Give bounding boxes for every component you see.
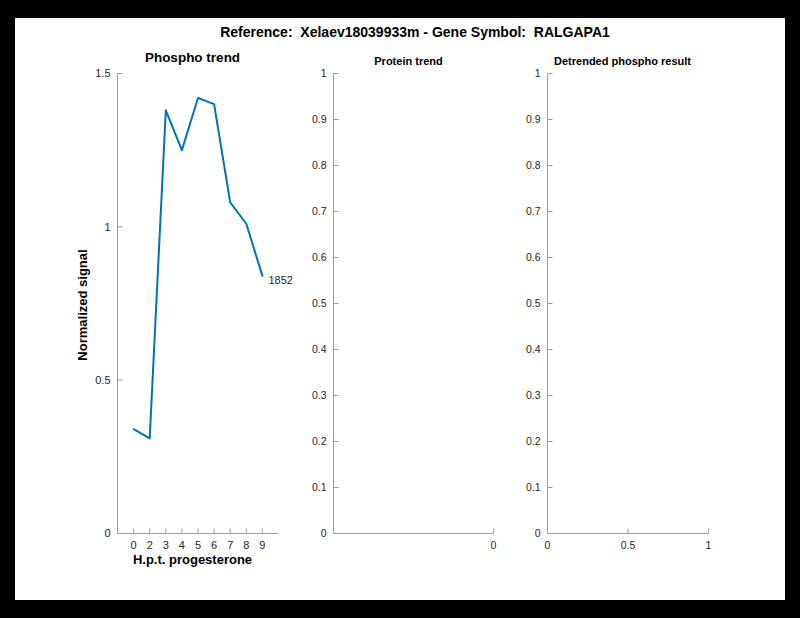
y-axis-tick-label: 0.2 bbox=[526, 435, 541, 447]
x-axis-tick-label: 7 bbox=[227, 539, 233, 551]
y-axis-tick-label: 0 bbox=[104, 527, 110, 539]
x-axis-tick-label: 6 bbox=[211, 539, 217, 551]
y-axis-tick-label: 0.9 bbox=[312, 113, 327, 125]
y-axis-tick-label: 0.8 bbox=[312, 159, 327, 171]
y-axis-tick-label: 0.8 bbox=[526, 159, 541, 171]
subplot-3: 0 0.1 0.2 0.3 0.4 0.5 0.6 0.7 0.8 0.9 1 0 0.5 1 bbox=[487, 53, 763, 593]
axis-spines bbox=[548, 74, 709, 534]
x-axis-tick-label: 3 bbox=[163, 539, 169, 551]
y-axis-tick-label: 1.5 bbox=[95, 67, 110, 79]
x-axis-tick-label: 0 bbox=[545, 539, 551, 551]
figure-background: Reference: Xelaev18039933m - Gene Symbol… bbox=[15, 18, 785, 600]
y-axis-tick-label: 0.1 bbox=[312, 481, 327, 493]
y-axis-tick-label: 1 bbox=[321, 67, 327, 79]
y-axis-tick-label: 0.3 bbox=[312, 389, 327, 401]
y-axis-tick-label: 0.5 bbox=[312, 297, 327, 309]
x-axis-tick-label: 9 bbox=[259, 539, 265, 551]
x-axis-tick-label: 0 bbox=[131, 539, 137, 551]
y-axis-tick-label: 0.1 bbox=[526, 481, 541, 493]
y-axis-tick-label: 0.9 bbox=[526, 113, 541, 125]
y-axis-tick-label: 0.7 bbox=[312, 205, 327, 217]
x-axis-tick-label: 2 bbox=[147, 539, 153, 551]
x-axis-tick-label: 1 bbox=[706, 539, 712, 551]
y-axis-tick-label: 0.6 bbox=[526, 251, 541, 263]
y-axis-tick-label: 0.3 bbox=[526, 389, 541, 401]
axis-spines bbox=[334, 74, 494, 534]
x-axis-tick-label: 5 bbox=[195, 539, 201, 551]
figure-title: Reference: Xelaev18039933m - Gene Symbol… bbox=[25, 24, 800, 40]
x-axis-tick-label: 8 bbox=[243, 539, 249, 551]
figure-canvas: Reference: Xelaev18039933m - Gene Symbol… bbox=[0, 0, 800, 618]
y-axis-tick-label: 0.7 bbox=[526, 205, 541, 217]
y-axis-tick-label: 0.5 bbox=[526, 297, 541, 309]
x-axis-tick-label: 0.5 bbox=[621, 539, 636, 551]
y-axis-tick-label: 0 bbox=[535, 527, 541, 539]
y-axis-tick-label: 1 bbox=[104, 221, 110, 233]
y-axis-tick-label: 0.6 bbox=[312, 251, 327, 263]
y-axis-tick-label: 1 bbox=[535, 67, 541, 79]
y-axis-tick-label: 0 bbox=[321, 527, 327, 539]
trend-line bbox=[134, 98, 263, 438]
y-axis-tick-label: 0.4 bbox=[526, 343, 541, 355]
y-axis-tick-label: 0.5 bbox=[95, 374, 110, 386]
y-axis-tick-label: 0.4 bbox=[312, 343, 327, 355]
y-axis-tick-label: 0.2 bbox=[312, 435, 327, 447]
axis-spines bbox=[118, 74, 279, 534]
x-axis-tick-label: 4 bbox=[179, 539, 185, 551]
